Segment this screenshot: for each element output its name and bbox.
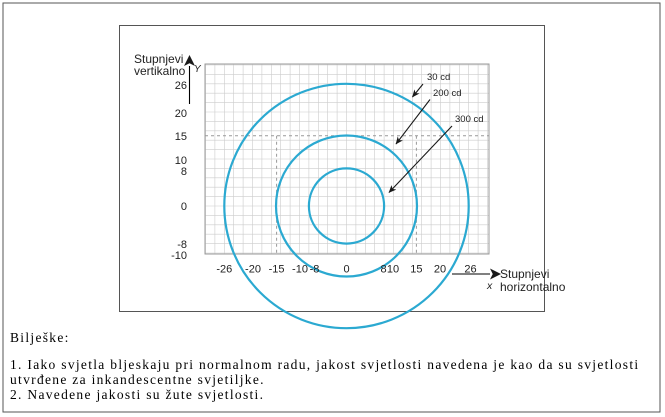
svg-text:-20: -20 — [245, 264, 261, 276]
svg-text:10: 10 — [387, 264, 399, 276]
svg-text:Stupnjevi: Stupnjevi — [500, 267, 549, 281]
svg-text:-26: -26 — [216, 264, 232, 276]
svg-text:vertikalno: vertikalno — [134, 64, 186, 78]
svg-text:horizontalno: horizontalno — [500, 280, 566, 294]
svg-text:30 cd: 30 cd — [427, 72, 450, 83]
svg-text:20: 20 — [175, 108, 187, 120]
svg-text:8: 8 — [380, 264, 386, 276]
svg-text:20: 20 — [434, 264, 446, 276]
svg-text:8: 8 — [181, 166, 187, 178]
svg-text:26: 26 — [175, 80, 187, 92]
svg-text:-10: -10 — [292, 264, 308, 276]
svg-text:0: 0 — [343, 264, 349, 276]
svg-text:200 cd: 200 cd — [433, 88, 462, 99]
svg-text:-15: -15 — [269, 264, 285, 276]
svg-text:Y: Y — [194, 64, 202, 75]
svg-text:26: 26 — [464, 264, 476, 276]
svg-text:15: 15 — [175, 131, 187, 143]
svg-text:15: 15 — [410, 264, 422, 276]
svg-text:-8: -8 — [310, 264, 320, 276]
svg-text:300 cd: 300 cd — [455, 114, 484, 125]
svg-text:x: x — [486, 280, 493, 292]
svg-text:0: 0 — [181, 201, 187, 213]
svg-text:-10: -10 — [171, 250, 187, 262]
